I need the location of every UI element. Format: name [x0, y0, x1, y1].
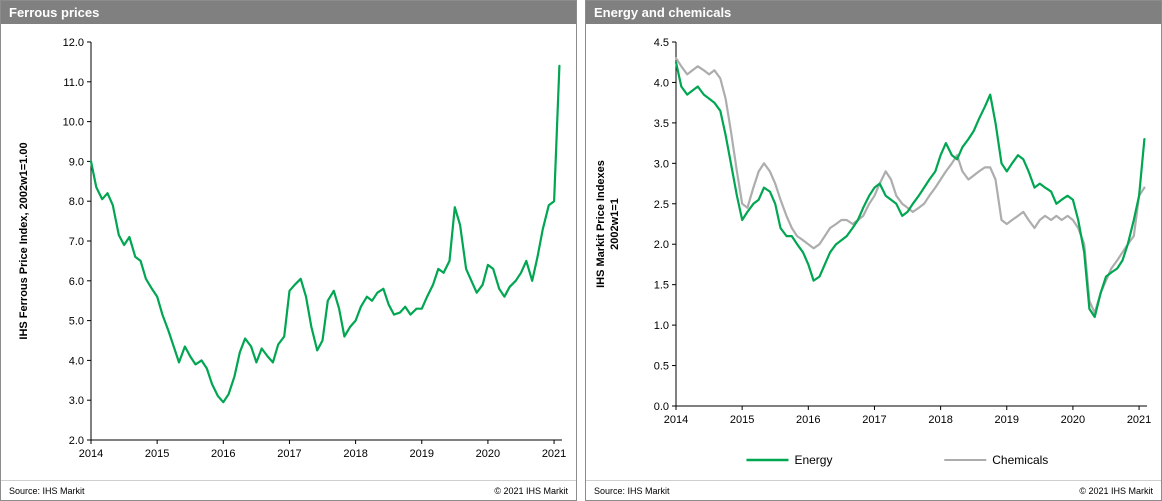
- copyright-text: © 2021 IHS Markit: [1079, 485, 1153, 496]
- y-tick-label: 5.0: [69, 316, 84, 328]
- x-tick-label: 2018: [928, 414, 952, 426]
- y-tick-label: 2.5: [654, 199, 669, 211]
- x-tick-label: 2016: [211, 448, 235, 460]
- y-tick-label: 0.5: [654, 361, 669, 373]
- chemicals-line: [674, 57, 1146, 315]
- y-tick-label: 4.0: [69, 355, 84, 367]
- x-tick-label: 2017: [277, 448, 301, 460]
- x-tick-label: 2019: [995, 414, 1019, 426]
- y-tick-label: 9.0: [69, 156, 84, 168]
- copyright-text: © 2021 IHS Markit: [494, 485, 568, 496]
- y-tick-label: 3.0: [69, 395, 84, 407]
- x-tick-label: 2021: [1127, 414, 1151, 426]
- panel-footer-ferrous: Source: IHS Markit © 2021 IHS Markit: [1, 480, 576, 500]
- y-tick-label: 2.0: [654, 239, 669, 251]
- x-tick-label: 2020: [1061, 414, 1085, 426]
- y-tick-label: 3.5: [654, 118, 669, 130]
- source-text: Source: IHS Markit: [9, 485, 85, 496]
- y-tick-label: 6.0: [69, 276, 84, 288]
- x-tick-label: 2017: [862, 414, 886, 426]
- y-tick-label: 4.0: [654, 77, 669, 89]
- panel-ferrous-prices: Ferrous prices 2.0 3.0 4.0 5.0 6.0 7.0 8.0 9.0 1…: [0, 0, 577, 501]
- energy-legend-label: Energy: [794, 453, 832, 467]
- energy-chemicals-chart-area: 0.0 0.5 1.0 1.5 2.0 2.5 3.0 3.5 4.0 4.5 2014 2015 20…: [586, 24, 1161, 480]
- y-tick-label: 2.0: [69, 435, 84, 447]
- y-tick-label: 1.5: [654, 280, 669, 292]
- energy-chemicals-line-chart: 0.0 0.5 1.0 1.5 2.0 2.5 3.0 3.5 4.0 4.5 2014 2015 20…: [595, 37, 1151, 467]
- x-tick-label: 2015: [730, 414, 754, 426]
- x-tick-label: 2019: [410, 448, 434, 460]
- source-text: Source: IHS Markit: [594, 485, 670, 496]
- y-tick-label: 0.0: [654, 401, 669, 413]
- y-tick-label: 10.0: [63, 117, 84, 129]
- y-axis-title: 2002w1=1: [609, 198, 621, 250]
- y-tick-label: 1.0: [654, 320, 669, 332]
- ferrous-line-chart: 2.0 3.0 4.0 5.0 6.0 7.0 8.0 9.0 10.0 11.0 12.0 2014…: [18, 37, 566, 460]
- ihs-ferrous-price-index-line: [89, 64, 561, 404]
- x-tick-label: 2018: [343, 448, 367, 460]
- chemicals-legend-label: Chemicals: [992, 453, 1048, 467]
- panel-title-energy-chemicals: Energy and chemicals: [586, 1, 1161, 24]
- x-tick-label: 2015: [145, 448, 169, 460]
- y-axis-title: IHS Markit Price Indexes: [595, 160, 607, 288]
- y-tick-label: 3.0: [654, 158, 669, 170]
- x-tick-label: 2020: [476, 448, 500, 460]
- panel-title-ferrous: Ferrous prices: [1, 1, 576, 24]
- y-tick-label: 12.0: [63, 37, 84, 49]
- ferrous-chart-area: 2.0 3.0 4.0 5.0 6.0 7.0 8.0 9.0 10.0 11.0 12.0 2014…: [1, 24, 576, 480]
- y-tick-label: 7.0: [69, 236, 84, 248]
- panel-footer-energy-chemicals: Source: IHS Markit © 2021 IHS Markit: [586, 480, 1161, 500]
- y-axis-title: IHS Ferrous Price Index, 2002w1=1.00: [18, 142, 30, 339]
- x-tick-label: 2014: [79, 448, 103, 460]
- y-tick-label: 4.5: [654, 37, 669, 49]
- x-tick-label: 2021: [542, 448, 566, 460]
- x-tick-label: 2016: [796, 414, 820, 426]
- x-tick-label: 2014: [664, 414, 688, 426]
- y-tick-label: 8.0: [69, 196, 84, 208]
- y-tick-label: 11.0: [63, 77, 84, 89]
- energy-line: [674, 61, 1146, 319]
- panel-energy-chemicals: Energy and chemicals 0.0 0.5 1.0 1.5 2.0 2.5 3…: [585, 0, 1162, 501]
